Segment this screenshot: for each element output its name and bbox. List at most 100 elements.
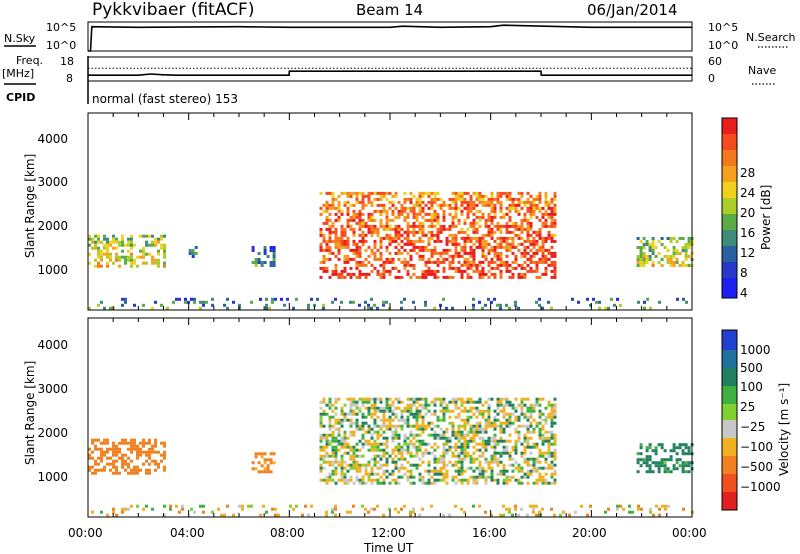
data-cell: [364, 224, 368, 228]
data-cell: [505, 481, 509, 485]
data-cell: [145, 252, 148, 256]
data-cell: [397, 242, 401, 246]
data-cell: [499, 215, 503, 219]
data-cell: [684, 243, 688, 246]
data-cell: [331, 478, 335, 482]
data-cell: [541, 439, 545, 443]
data-cell: [526, 227, 530, 231]
data-cell: [263, 252, 267, 255]
data-cell: [657, 470, 661, 474]
data-cell: [469, 397, 473, 401]
data-cell: [94, 234, 97, 238]
data-cell: [475, 409, 479, 413]
data-cell: [445, 475, 449, 479]
data-cell: [373, 400, 377, 404]
data-cell: [400, 209, 404, 213]
data-cell: [526, 197, 530, 201]
data-cell: [391, 194, 395, 198]
data-cell: [493, 451, 497, 455]
data-cell: [397, 433, 401, 437]
data-cell: [370, 263, 374, 267]
data-cell: [260, 261, 264, 264]
data-cell: [514, 300, 517, 304]
data-cell: [535, 460, 539, 464]
data-cell: [403, 472, 407, 476]
data-cell: [319, 463, 323, 467]
data-cell: [463, 478, 467, 482]
data-cell: [508, 433, 512, 437]
data-cell: [94, 447, 97, 451]
data-cell: [154, 261, 157, 265]
data-cell: [526, 424, 530, 428]
data-cell: [427, 239, 431, 243]
data-cell: [493, 439, 497, 443]
data-cell: [343, 430, 347, 434]
data-cell: [505, 206, 509, 210]
data-cell: [613, 303, 616, 307]
data-cell: [619, 303, 622, 307]
data-cell: [541, 481, 545, 485]
data-cell: [418, 513, 421, 517]
data-cell: [343, 257, 347, 261]
data-cell: [382, 409, 386, 413]
data-cell: [97, 447, 100, 451]
data-cell: [325, 445, 329, 449]
data-cell: [364, 430, 368, 434]
data-cell: [148, 252, 151, 256]
data-cell: [325, 433, 329, 437]
data-cell: [505, 475, 509, 479]
data-cell: [322, 436, 326, 440]
data-cell: [451, 239, 455, 243]
data-cell: [424, 469, 428, 473]
data-cell: [553, 239, 557, 243]
data-cell: [352, 466, 356, 470]
data-cell: [400, 427, 404, 431]
data-cell: [466, 451, 470, 455]
data-cell: [666, 458, 670, 462]
power-cbar-tick-12: 12: [740, 246, 755, 260]
data-cell: [421, 421, 425, 425]
data-cell: [391, 203, 395, 207]
data-cell: [529, 221, 533, 225]
data-cell: [259, 297, 262, 301]
data-cell: [541, 239, 545, 243]
data-cell: [463, 406, 467, 410]
data-cell: [394, 233, 398, 237]
data-cell: [121, 234, 124, 238]
data-cell: [367, 478, 371, 482]
data-cell: [445, 248, 449, 252]
data-cell: [157, 249, 160, 253]
data-cell: [541, 272, 545, 276]
data-cell: [382, 430, 386, 434]
data-cell: [448, 400, 452, 404]
data-cell: [675, 446, 679, 450]
data-cell: [355, 251, 359, 255]
data-cell: [553, 260, 557, 264]
data-cell: [544, 457, 548, 461]
data-cell: [370, 212, 374, 216]
data-cell: [118, 243, 121, 247]
data-cell: [433, 191, 437, 195]
data-cell: [547, 215, 551, 219]
data-cell: [430, 215, 434, 219]
data-cell: [397, 510, 400, 514]
data-cell: [346, 418, 350, 422]
data-cell: [382, 194, 386, 198]
data-cell: [508, 424, 512, 428]
data-cell: [466, 200, 470, 204]
data-cell: [334, 406, 338, 410]
data-cell: [487, 218, 491, 222]
data-cell: [645, 464, 649, 468]
data-cell: [121, 240, 124, 244]
data-cell: [340, 275, 344, 279]
data-cell: [269, 461, 273, 465]
data-cell: [475, 478, 479, 482]
data-cell: [334, 400, 338, 404]
data-cell: [394, 194, 398, 198]
data-cell: [328, 415, 332, 419]
noise-panel: N.Sky 10^5 10^0 10^5 10^0 N.Search: [4, 21, 796, 52]
data-cell: [484, 469, 488, 473]
data-cell: [475, 209, 479, 213]
data-cell: [133, 471, 136, 475]
data-cell: [645, 261, 649, 264]
